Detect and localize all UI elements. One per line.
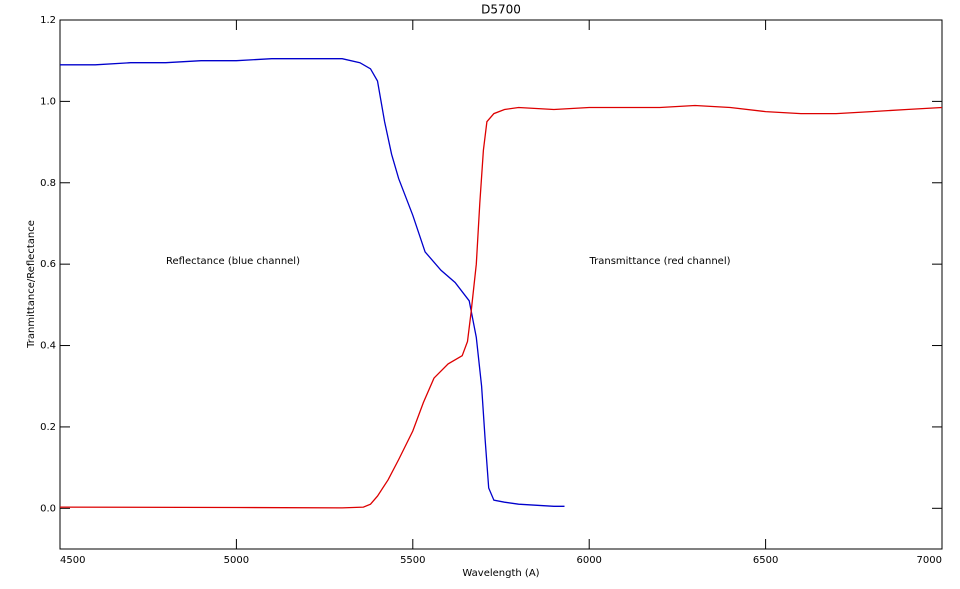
x-tick-label: 5000 <box>224 555 249 566</box>
x-tick-label: 5500 <box>400 555 425 566</box>
plot-frame <box>59 19 943 550</box>
y-tick-label: 0.2 <box>40 422 56 433</box>
annotation: Transmittance (red channel) <box>588 256 730 267</box>
y-tick-label: 1.2 <box>40 15 56 26</box>
annotation: Reflectance (blue channel) <box>166 256 300 267</box>
y-tick-label: 0.4 <box>40 341 56 352</box>
data-line <box>59 104 943 509</box>
x-tick-label: 6000 <box>576 555 601 566</box>
chart-title: D5700 <box>481 3 521 17</box>
x-tick-label: 7000 <box>917 555 942 566</box>
y-tick-label: 1.0 <box>40 96 56 107</box>
x-tick-label: 4500 <box>60 555 85 566</box>
x-tick-label: 6500 <box>753 555 778 566</box>
y-axis-label: Tranmittance/Reflectance <box>26 220 37 349</box>
y-tick-label: 0.6 <box>40 259 56 270</box>
y-tick-label: 0.8 <box>40 178 56 189</box>
y-tick-label: 0.0 <box>40 503 56 514</box>
data-line <box>60 58 565 507</box>
x-axis-label: Wavelength (A) <box>462 568 539 579</box>
